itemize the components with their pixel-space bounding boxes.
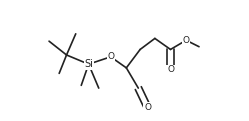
Text: O: O: [144, 103, 151, 112]
Text: Si: Si: [84, 59, 93, 69]
Text: O: O: [167, 65, 174, 74]
Text: O: O: [107, 52, 114, 61]
Text: O: O: [183, 36, 190, 45]
